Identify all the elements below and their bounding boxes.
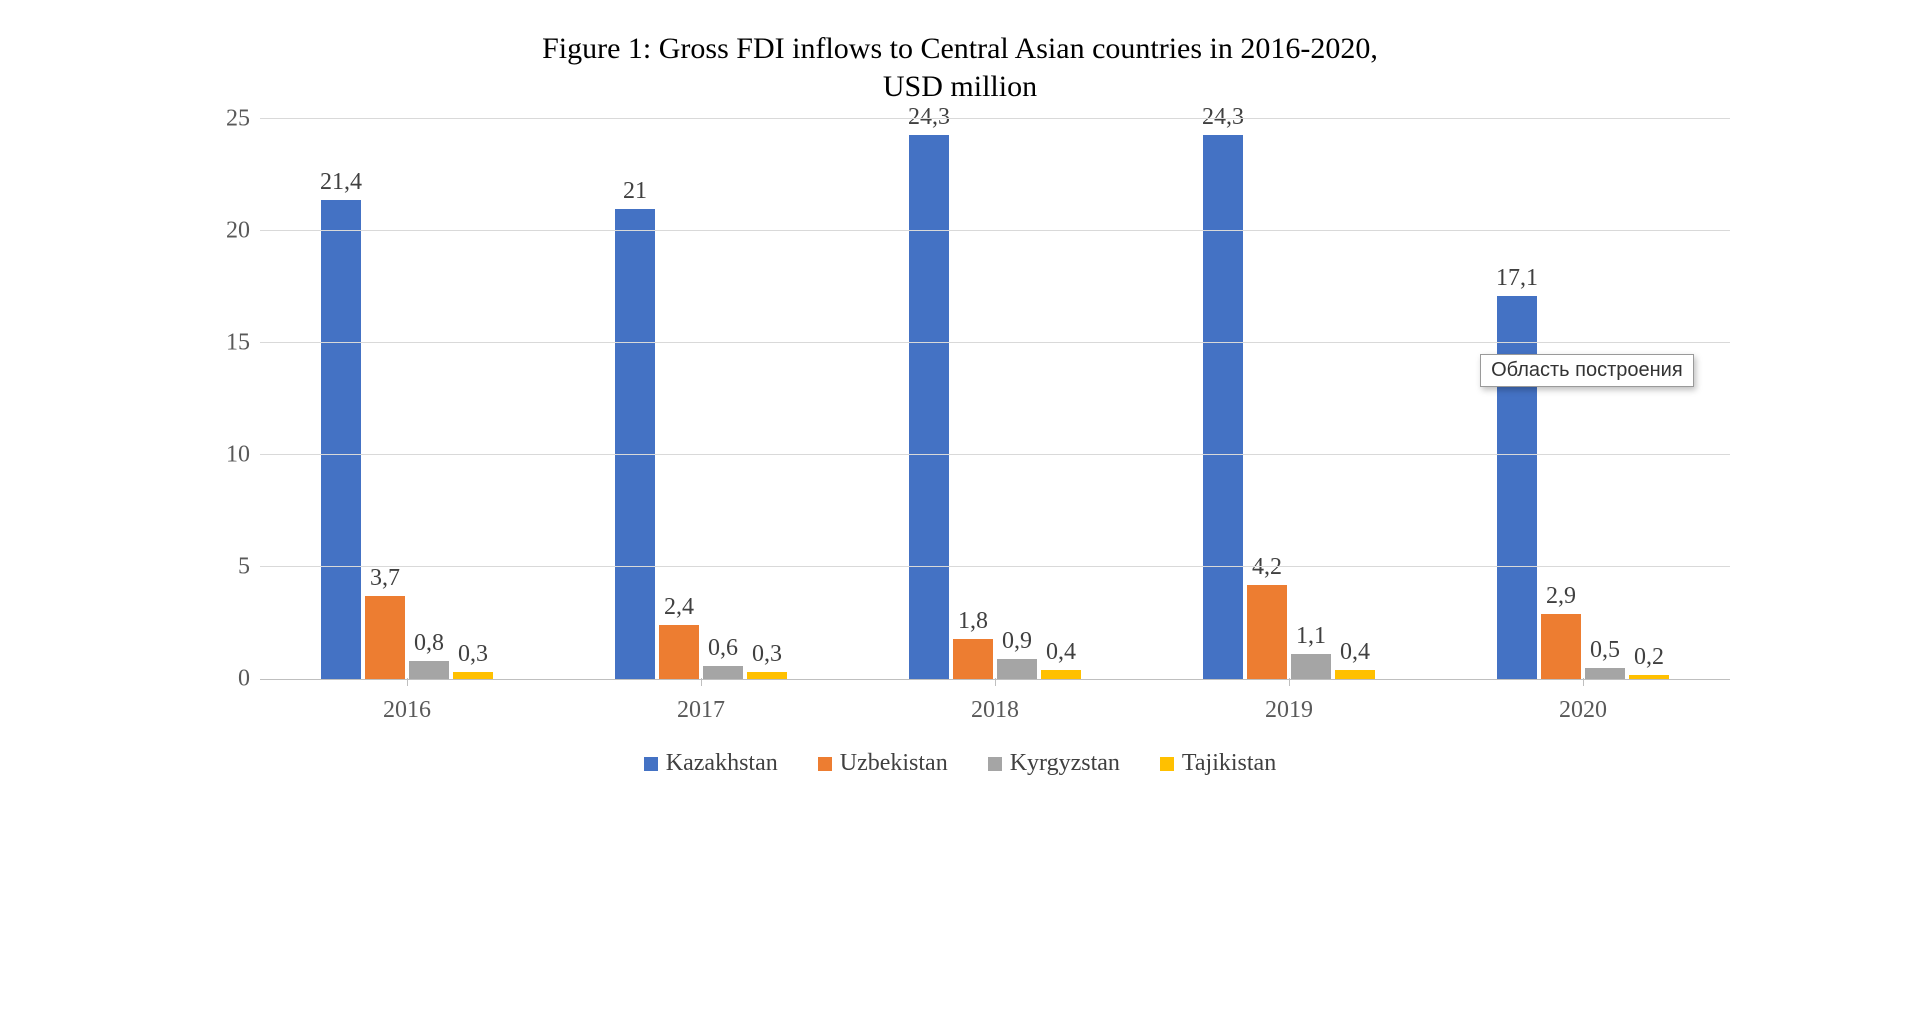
x-tick-label: 2019 (1142, 697, 1436, 724)
bar-value-label: 2,4 (664, 594, 694, 621)
y-tick-label: 25 (226, 106, 250, 133)
x-tick-label: 2017 (554, 697, 848, 724)
chart-title-line2: USD million (883, 70, 1037, 103)
bar-group: 17,12,90,50,2 (1436, 119, 1730, 679)
bar-value-label: 21 (623, 178, 647, 205)
bar: 0,6 (703, 666, 743, 679)
bar: 2,4 (659, 625, 699, 679)
bar: 0,4 (1041, 670, 1081, 679)
bar-cluster: 21,43,70,80,3 (321, 200, 493, 679)
bar: 24,3 (909, 135, 949, 679)
chart-title: Figure 1: Gross FDI inflows to Central A… (190, 30, 1730, 105)
bar-value-label: 0,3 (752, 641, 782, 668)
x-tick-mark (1142, 679, 1436, 687)
bar-value-label: 0,6 (708, 635, 738, 662)
plot-area: 21,43,70,80,3212,40,60,324,31,80,90,424,… (260, 119, 1730, 680)
bar-value-label: 21,4 (320, 169, 362, 196)
bar: 4,2 (1247, 585, 1287, 679)
legend-label: Kazakhstan (666, 750, 778, 777)
legend: Kazakhstan Uzbekistan Kyrgyzstan Tajikistan (190, 750, 1730, 777)
bar: 0,3 (747, 672, 787, 679)
bar-value-label: 0,4 (1046, 639, 1076, 666)
bar-value-label: 0,2 (1634, 644, 1664, 671)
bar-value-label: 1,1 (1296, 623, 1326, 650)
y-tick-label: 0 (238, 666, 250, 693)
bar: 0,9 (997, 659, 1037, 679)
legend-swatch (644, 757, 658, 771)
bar: 17,1 (1497, 296, 1537, 679)
bar-value-label: 3,7 (370, 565, 400, 592)
legend-item: Kazakhstan (644, 750, 778, 777)
x-tick-label: 2016 (260, 697, 554, 724)
x-tick-mark (260, 679, 554, 687)
y-axis: 0510152025 (190, 119, 260, 679)
bar: 0,4 (1335, 670, 1375, 679)
legend-label: Kyrgyzstan (1010, 750, 1120, 777)
bar-value-label: 0,9 (1002, 628, 1032, 655)
gridline (260, 566, 1730, 567)
legend-label: Tajikistan (1182, 750, 1276, 777)
x-tick-mark (554, 679, 848, 687)
bar-cluster: 24,34,21,10,4 (1203, 135, 1375, 679)
bar: 3,7 (365, 596, 405, 679)
x-tick-marks (260, 679, 1730, 687)
bar: 1,8 (953, 639, 993, 679)
x-tick-mark (1436, 679, 1730, 687)
y-tick-label: 15 (226, 330, 250, 357)
bar-value-label: 0,4 (1340, 639, 1370, 666)
bar-value-label: 0,5 (1590, 637, 1620, 664)
legend-item: Uzbekistan (818, 750, 948, 777)
bar: 21,4 (321, 200, 361, 679)
gridline (260, 342, 1730, 343)
legend-item: Kyrgyzstan (988, 750, 1120, 777)
bar-group: 21,43,70,80,3 (260, 119, 554, 679)
x-tick-mark (848, 679, 1142, 687)
bar: 0,3 (453, 672, 493, 679)
legend-swatch (988, 757, 1002, 771)
bar-group: 24,31,80,90,4 (848, 119, 1142, 679)
y-tick-label: 5 (238, 554, 250, 581)
legend-label: Uzbekistan (840, 750, 948, 777)
bar-group: 24,34,21,10,4 (1142, 119, 1436, 679)
y-tick-label: 20 (226, 218, 250, 245)
gridline (260, 118, 1730, 119)
x-axis: 20162017201820192020 (260, 697, 1730, 724)
bar-value-label: 2,9 (1546, 583, 1576, 610)
bar: 24,3 (1203, 135, 1243, 679)
bar-value-label: 4,2 (1252, 554, 1282, 581)
bar-value-label: 0,3 (458, 641, 488, 668)
fdi-bar-chart: Figure 1: Gross FDI inflows to Central A… (190, 30, 1730, 790)
bar-value-label: 1,8 (958, 608, 988, 635)
legend-swatch (1160, 757, 1174, 771)
legend-item: Tajikistan (1160, 750, 1276, 777)
bar: 0,8 (409, 661, 449, 679)
y-tick-label: 10 (226, 442, 250, 469)
bar-value-label: 0,8 (414, 630, 444, 657)
bar-value-label: 17,1 (1496, 265, 1538, 292)
bar-cluster: 17,12,90,50,2 (1497, 296, 1669, 679)
gridline (260, 230, 1730, 231)
bar: 1,1 (1291, 654, 1331, 679)
bar-groups: 21,43,70,80,3212,40,60,324,31,80,90,424,… (260, 119, 1730, 679)
bar: 21 (615, 209, 655, 679)
plot-wrapper: 0510152025 21,43,70,80,3212,40,60,324,31… (190, 119, 1730, 679)
bar-cluster: 212,40,60,3 (615, 209, 787, 679)
chart-title-line1: Figure 1: Gross FDI inflows to Central A… (542, 32, 1378, 65)
legend-swatch (818, 757, 832, 771)
bar: 0,5 (1585, 668, 1625, 679)
bar: 2,9 (1541, 614, 1581, 679)
x-tick-label: 2020 (1436, 697, 1730, 724)
gridline (260, 454, 1730, 455)
x-tick-label: 2018 (848, 697, 1142, 724)
bar-group: 212,40,60,3 (554, 119, 848, 679)
bar-cluster: 24,31,80,90,4 (909, 135, 1081, 679)
